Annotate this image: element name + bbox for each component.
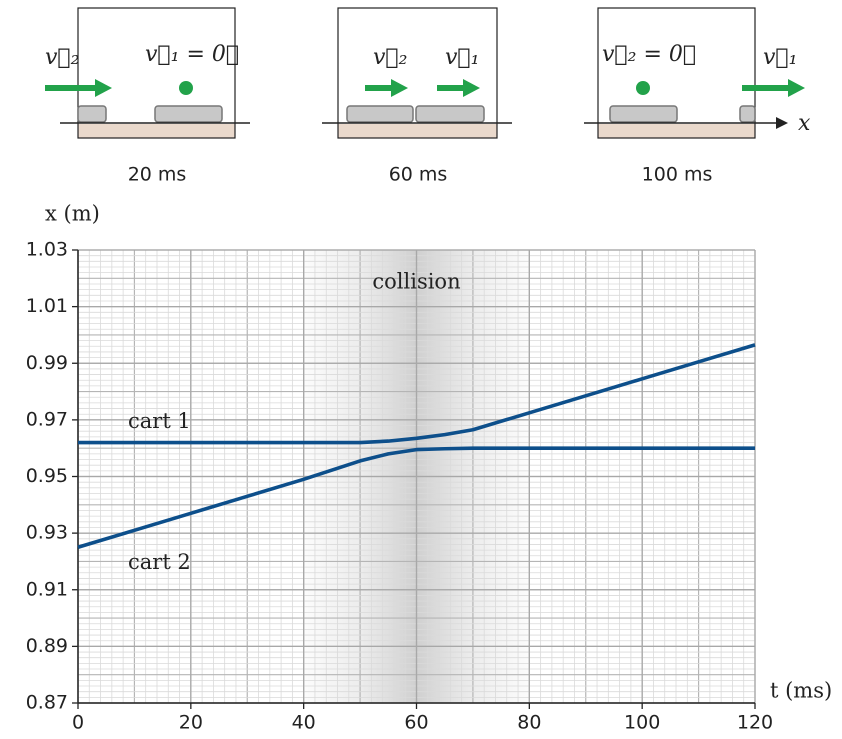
x-tick-label: 40 [292, 712, 316, 734]
velocity-label: v⃗₁ [445, 45, 479, 70]
series-line [78, 343, 756, 445]
y-tick-label: 1.01 [26, 295, 68, 317]
arrow-head [463, 79, 480, 97]
frame-box [337, 7, 498, 139]
y-tick-label: 1.03 [26, 239, 68, 261]
frame-time: 20 ms [128, 164, 187, 186]
series-line [77, 446, 755, 550]
y-tick-label: 0.95 [26, 465, 68, 487]
bench [338, 124, 497, 138]
zero-velocity-dot [636, 81, 650, 95]
x-tick-label: 80 [517, 712, 541, 734]
cart [739, 105, 756, 123]
velocity-label: v⃗₁ [763, 45, 797, 70]
x-tick-label: 100 [624, 712, 660, 734]
y-axis-label: x (m) [45, 202, 100, 226]
y-tick-label: 0.93 [26, 522, 68, 544]
x-axis-label: t (ms) [770, 679, 832, 703]
frame-time: 60 ms [389, 164, 448, 186]
y-tick-label: 0.97 [26, 408, 68, 430]
velocity-label: v⃗₂ [45, 45, 79, 70]
zero-velocity-dot [179, 81, 193, 95]
velocity-label: v⃗₁ = 0⃗ [145, 42, 239, 67]
series-label: cart 1 [128, 409, 191, 433]
arrow-head [788, 79, 805, 97]
plot: 0.87 0.89 0.91 0.93 0.95 0.97 0.99 1.01 1.03 0 20 4… [26, 202, 833, 734]
shade-label: collision [372, 270, 460, 294]
frame-time: 100 ms [642, 164, 713, 186]
track-axis-label: x [798, 111, 811, 136]
bench [78, 124, 235, 138]
axis-arrow-head [776, 117, 788, 129]
y-tick-label: 0.99 [26, 352, 68, 374]
cart [415, 105, 485, 123]
x-tick-label: 120 [737, 712, 773, 734]
frame: v⃗₂ v⃗₁ = 0⃗ 20 ms [45, 7, 250, 186]
velocity-label: v⃗₂ [373, 45, 407, 70]
cart [346, 105, 414, 123]
frame-box [77, 7, 236, 139]
velocity-label: v⃗₂ = 0⃗ [602, 42, 696, 67]
frame: v⃗₂ v⃗₁ 60 ms [322, 7, 512, 186]
x-tick-label: 20 [179, 712, 203, 734]
bench [598, 124, 755, 138]
y-tick-label: 0.89 [26, 635, 68, 657]
arrow-head [95, 79, 112, 97]
cart [609, 105, 678, 123]
cart [77, 105, 107, 123]
y-tick-label: 0.91 [26, 578, 68, 600]
arrow-head [391, 79, 408, 97]
x-tick-label: 0 [72, 712, 84, 734]
x-tick-label: 60 [404, 712, 428, 734]
frame: x v⃗₂ = 0⃗ v⃗₁ 100 ms [584, 7, 811, 186]
series-label: cart 2 [128, 550, 191, 574]
cart [154, 105, 223, 123]
y-tick-label: 0.87 [26, 692, 68, 714]
frame-box [597, 7, 756, 139]
